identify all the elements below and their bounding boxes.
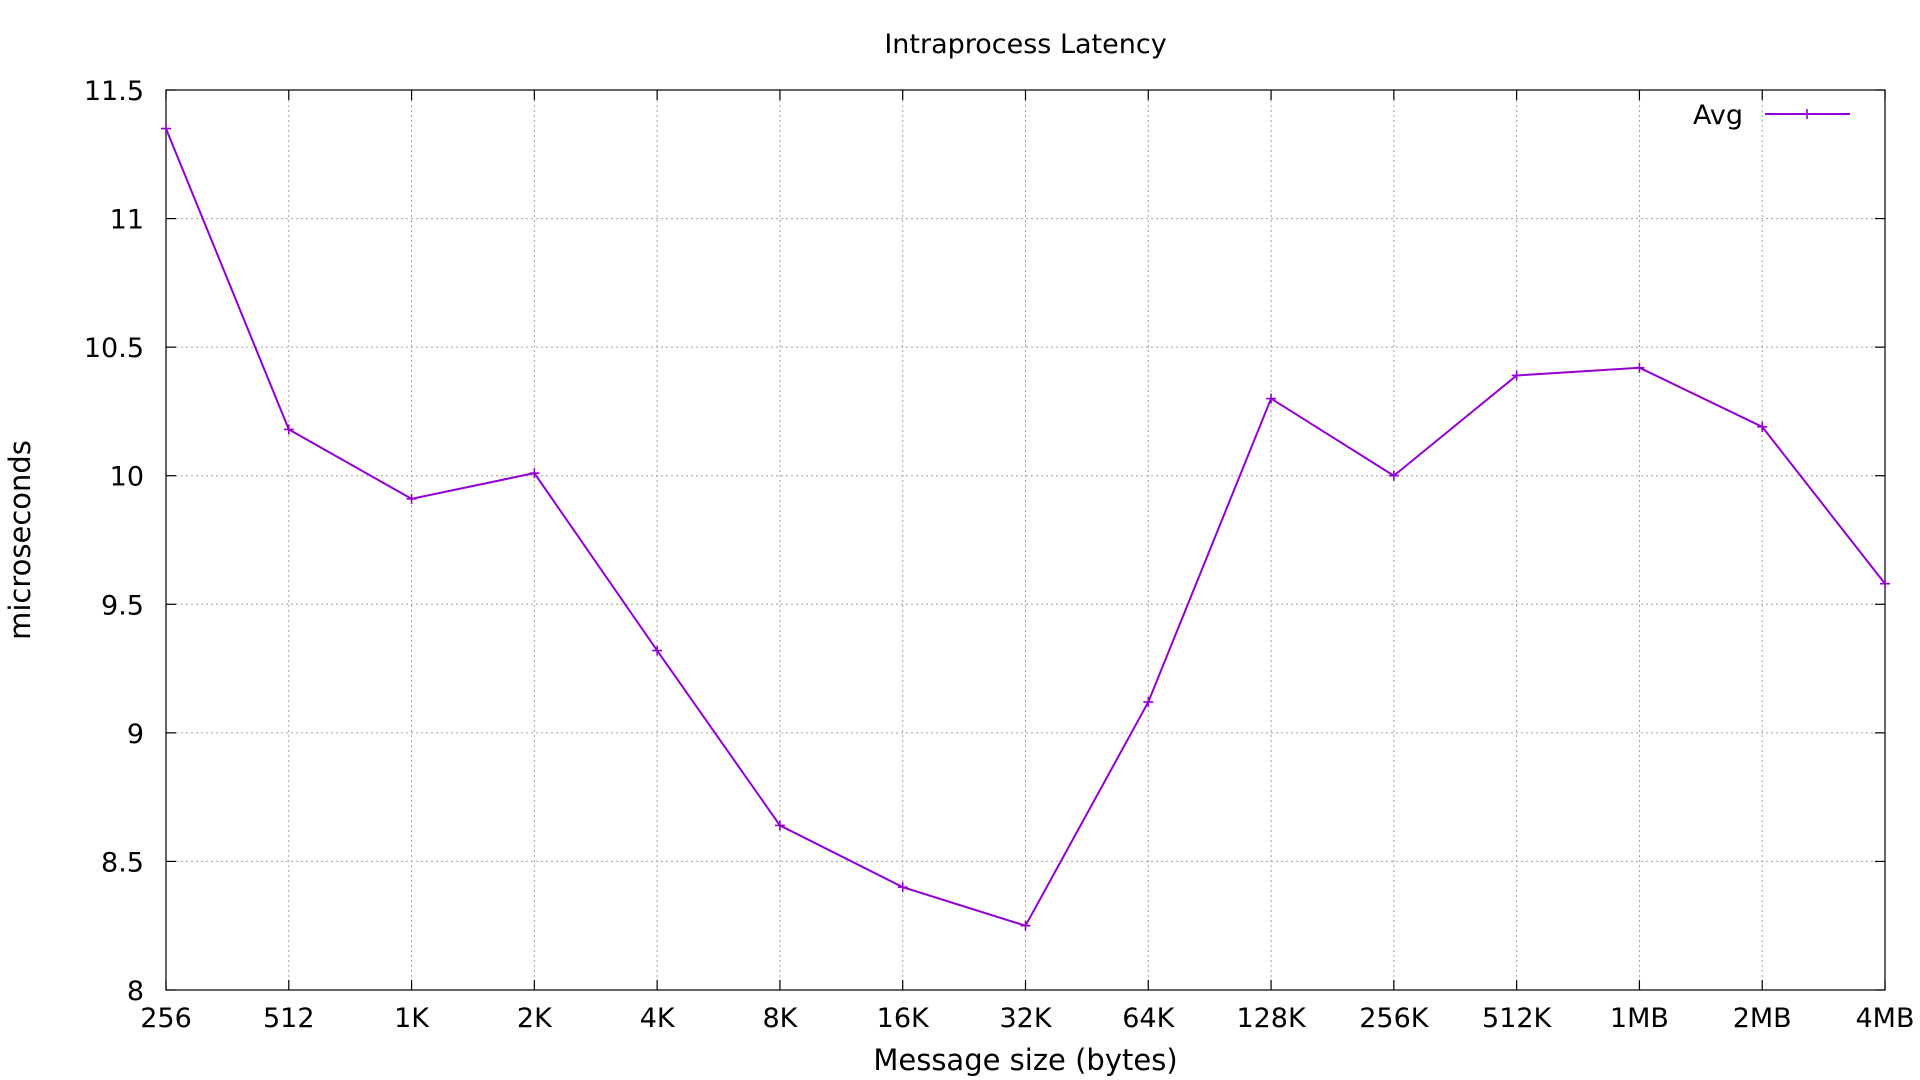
data-point [1880, 578, 1890, 589]
legend-label: Avg [1693, 100, 1743, 131]
x-tick-label: 4K [640, 1003, 676, 1034]
axis-ticks: 256 512 1K 2K 4K 8K 16K 32K 64K 128K 256K 512K 1MB 2M… [84, 76, 1915, 1034]
x-tick-label: 512K [1482, 1003, 1553, 1034]
data-point [1020, 920, 1031, 931]
y-tick-label: 9.5 [101, 590, 144, 621]
x-axis-label: Message size (bytes) [873, 1043, 1177, 1077]
x-tick-label: 16K [877, 1003, 930, 1034]
y-tick-label: 10.5 [84, 333, 144, 364]
y-tick-label: 9 [127, 719, 144, 750]
data-point [897, 882, 908, 893]
x-tick-label: 8K [762, 1003, 798, 1034]
legend: Avg [1693, 100, 1850, 131]
data-point [1757, 421, 1768, 432]
data-point [1388, 470, 1399, 481]
data-point [1634, 362, 1645, 373]
series-layer [161, 123, 1890, 931]
y-tick-label: 11 [110, 205, 144, 236]
legend-marker [1802, 109, 1812, 119]
x-tick-label: 64K [1122, 1003, 1175, 1034]
data-point [1266, 393, 1277, 404]
data-point [283, 424, 294, 435]
data-point [652, 645, 663, 656]
data-point [406, 493, 417, 504]
x-tick-label: 512 [263, 1003, 315, 1034]
y-axis-label: microseconds [3, 440, 37, 640]
x-tick-label: 2K [517, 1003, 553, 1034]
data-point [774, 820, 785, 831]
data-point [529, 468, 540, 479]
y-tick-label: 8 [127, 976, 144, 1007]
data-point [1143, 697, 1154, 707]
chart-title: Intraprocess Latency [884, 29, 1166, 60]
x-tick-label: 256 [140, 1003, 192, 1034]
data-point [1511, 370, 1522, 381]
x-tick-label: 2MB [1733, 1003, 1792, 1034]
y-tick-label: 10 [110, 462, 144, 493]
y-tick-label: 11.5 [84, 76, 144, 107]
x-tick-label: 1K [394, 1003, 430, 1034]
x-tick-label: 256K [1359, 1003, 1430, 1034]
x-tick-label: 128K [1236, 1003, 1307, 1034]
data-point [161, 123, 171, 134]
x-tick-label: 1MB [1610, 1003, 1669, 1034]
y-tick-label: 8.5 [101, 847, 144, 878]
x-tick-label: 4MB [1856, 1003, 1915, 1034]
grid-lines [166, 90, 1885, 990]
x-tick-label: 32K [999, 1003, 1052, 1034]
